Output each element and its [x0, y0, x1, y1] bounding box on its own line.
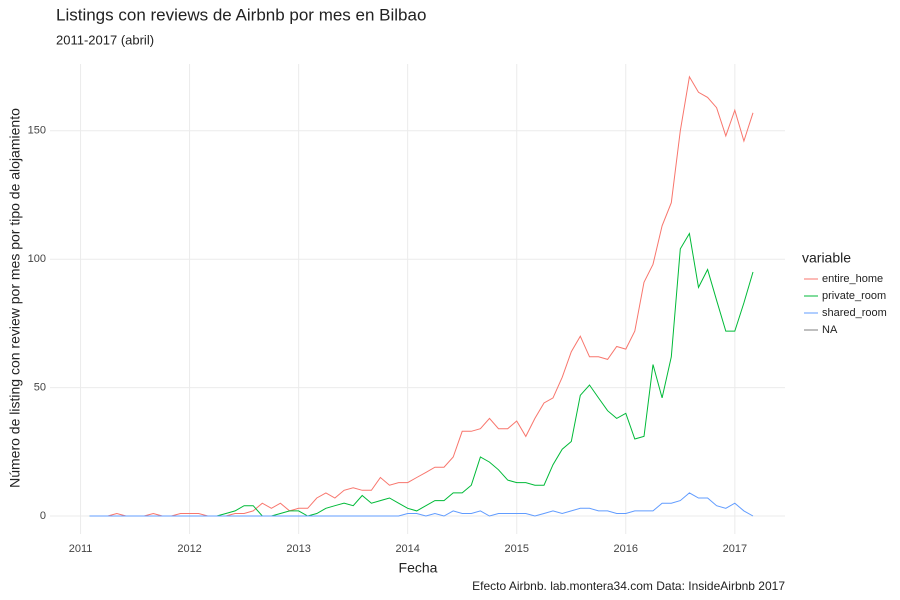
y-tick-label: 0 [40, 510, 46, 522]
y-tick-label: 50 [34, 382, 46, 394]
x-tick-label: 2015 [504, 543, 528, 555]
legend-title: variable [802, 250, 851, 266]
y-axis-label: Número de listing con review por mes por… [7, 108, 23, 488]
y-tick-label: 100 [28, 253, 46, 265]
caption: Efecto Airbnb. lab.montera34.com Data: I… [472, 579, 785, 593]
chart-subtitle: 2011-2017 (abril) [56, 32, 154, 47]
legend-label: private_room [822, 290, 886, 302]
x-tick-label: 2016 [614, 543, 638, 555]
x-axis-label: Fecha [399, 560, 438, 576]
line-series [89, 75, 754, 517]
x-tick-label: 2012 [177, 543, 201, 555]
x-tick-label: 2011 [69, 543, 93, 555]
x-tick-label: 2013 [286, 543, 310, 555]
x-tick-label: 2017 [723, 543, 747, 555]
legend-label: entire_home [822, 273, 883, 285]
legend-label: shared_room [822, 307, 887, 319]
x-tick-label: 2014 [395, 543, 419, 555]
line-series [89, 492, 754, 517]
chart-title: Listings con reviews de Airbnb por mes e… [56, 5, 426, 24]
legend-label: NA [822, 324, 838, 336]
y-tick-label: 150 [28, 125, 46, 137]
